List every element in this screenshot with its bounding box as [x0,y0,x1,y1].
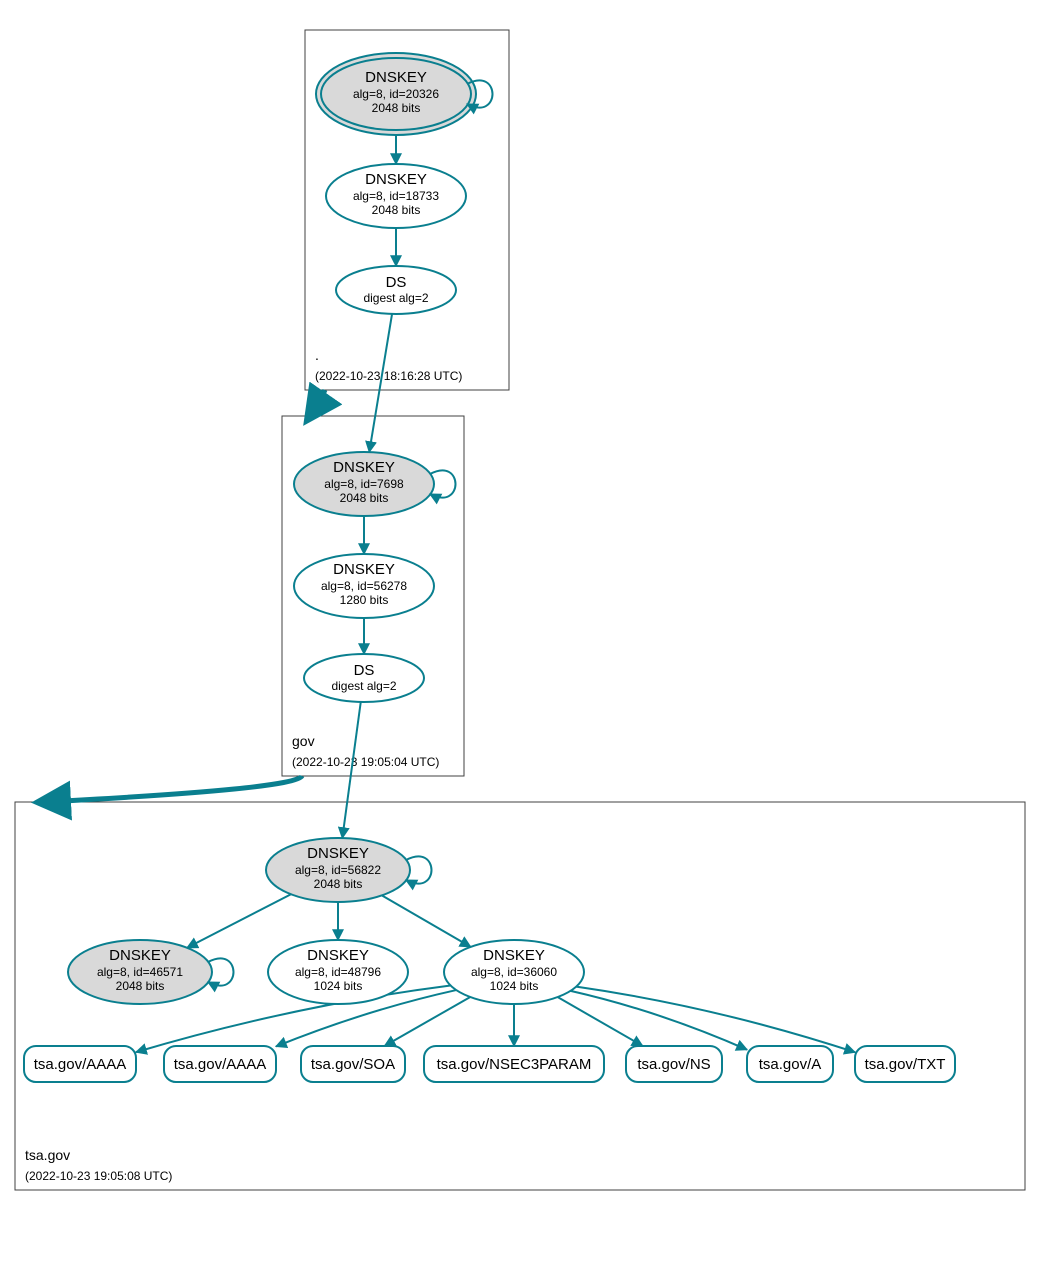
svg-text:.: . [315,347,319,363]
node-text: DNSKEY [307,947,369,964]
node-rr_nsec: tsa.gov/NSEC3PARAM [424,1046,604,1082]
node-root_ds: DSdigest alg=2 [336,266,456,314]
node-rr_aaaa2: tsa.gov/AAAA [164,1046,276,1082]
node-tsa_k3: DNSKEYalg=8, id=360601024 bits [444,940,584,1004]
node-text: 2048 bits [314,877,363,891]
svg-text:(2022-10-23 19:05:04 UTC): (2022-10-23 19:05:04 UTC) [292,755,439,769]
node-text: DNSKEY [483,947,545,964]
node-rr_a: tsa.gov/A [747,1046,833,1082]
node-text: 1280 bits [340,593,389,607]
node-text: DNSKEY [333,459,395,476]
node-rr_ns: tsa.gov/NS [626,1046,722,1082]
node-text: DNSKEY [333,561,395,578]
node-text: tsa.gov/SOA [311,1056,395,1073]
node-root_ksk: DNSKEYalg=8, id=203262048 bits [316,53,493,135]
node-text: tsa.gov/NSEC3PARAM [437,1056,592,1073]
node-rr_soa: tsa.gov/SOA [301,1046,405,1082]
svg-text:gov: gov [292,733,315,749]
node-text: alg=8, id=48796 [295,965,381,979]
node-text: digest alg=2 [363,291,428,305]
node-text: 2048 bits [372,203,421,217]
node-text: DNSKEY [307,845,369,862]
node-text: alg=8, id=20326 [353,87,439,101]
node-tsa_k2: DNSKEYalg=8, id=487961024 bits [268,940,408,1004]
node-text: DNSKEY [365,171,427,188]
node-text: DS [354,662,375,679]
node-text: 1024 bits [314,979,363,993]
node-text: 2048 bits [372,101,421,115]
node-text: tsa.gov/AAAA [174,1056,267,1073]
node-text: DS [386,274,407,291]
node-text: tsa.gov/NS [637,1056,710,1073]
node-text: alg=8, id=18733 [353,189,439,203]
node-text: 2048 bits [116,979,165,993]
node-text: digest alg=2 [331,679,396,693]
node-gov_zsk: DNSKEYalg=8, id=562781280 bits [294,554,434,618]
node-text: alg=8, id=7698 [324,477,404,491]
node-text: DNSKEY [109,947,171,964]
node-root_zsk: DNSKEYalg=8, id=187332048 bits [326,164,466,228]
edges [136,134,855,1052]
node-text: tsa.gov/AAAA [34,1056,127,1073]
node-text: tsa.gov/TXT [865,1056,946,1073]
node-gov_ksk: DNSKEYalg=8, id=76982048 bits [294,452,456,516]
node-tsa_k1: DNSKEYalg=8, id=465712048 bits [68,940,234,1004]
node-rr_txt: tsa.gov/TXT [855,1046,955,1082]
zone-arrow [43,776,302,802]
svg-text:tsa.gov: tsa.gov [25,1147,70,1163]
node-text: alg=8, id=56822 [295,863,381,877]
node-gov_ds: DSdigest alg=2 [304,654,424,702]
dnssec-diagram: . (2022-10-23 18:16:28 UTC) gov (2022-10-23… [0,0,1040,1278]
svg-text:(2022-10-23 19:05:08 UTC): (2022-10-23 19:05:08 UTC) [25,1169,172,1183]
zone-arrow [310,390,325,416]
node-text: alg=8, id=46571 [97,965,183,979]
node-text: tsa.gov/A [759,1056,822,1073]
node-text: DNSKEY [365,69,427,86]
node-tsa_ksk: DNSKEYalg=8, id=568222048 bits [266,838,432,902]
node-text: 2048 bits [340,491,389,505]
node-text: 1024 bits [490,979,539,993]
node-text: alg=8, id=56278 [321,579,407,593]
node-rr_aaaa1: tsa.gov/AAAA [24,1046,136,1082]
svg-text:(2022-10-23 18:16:28 UTC): (2022-10-23 18:16:28 UTC) [315,369,462,383]
node-text: alg=8, id=36060 [471,965,557,979]
